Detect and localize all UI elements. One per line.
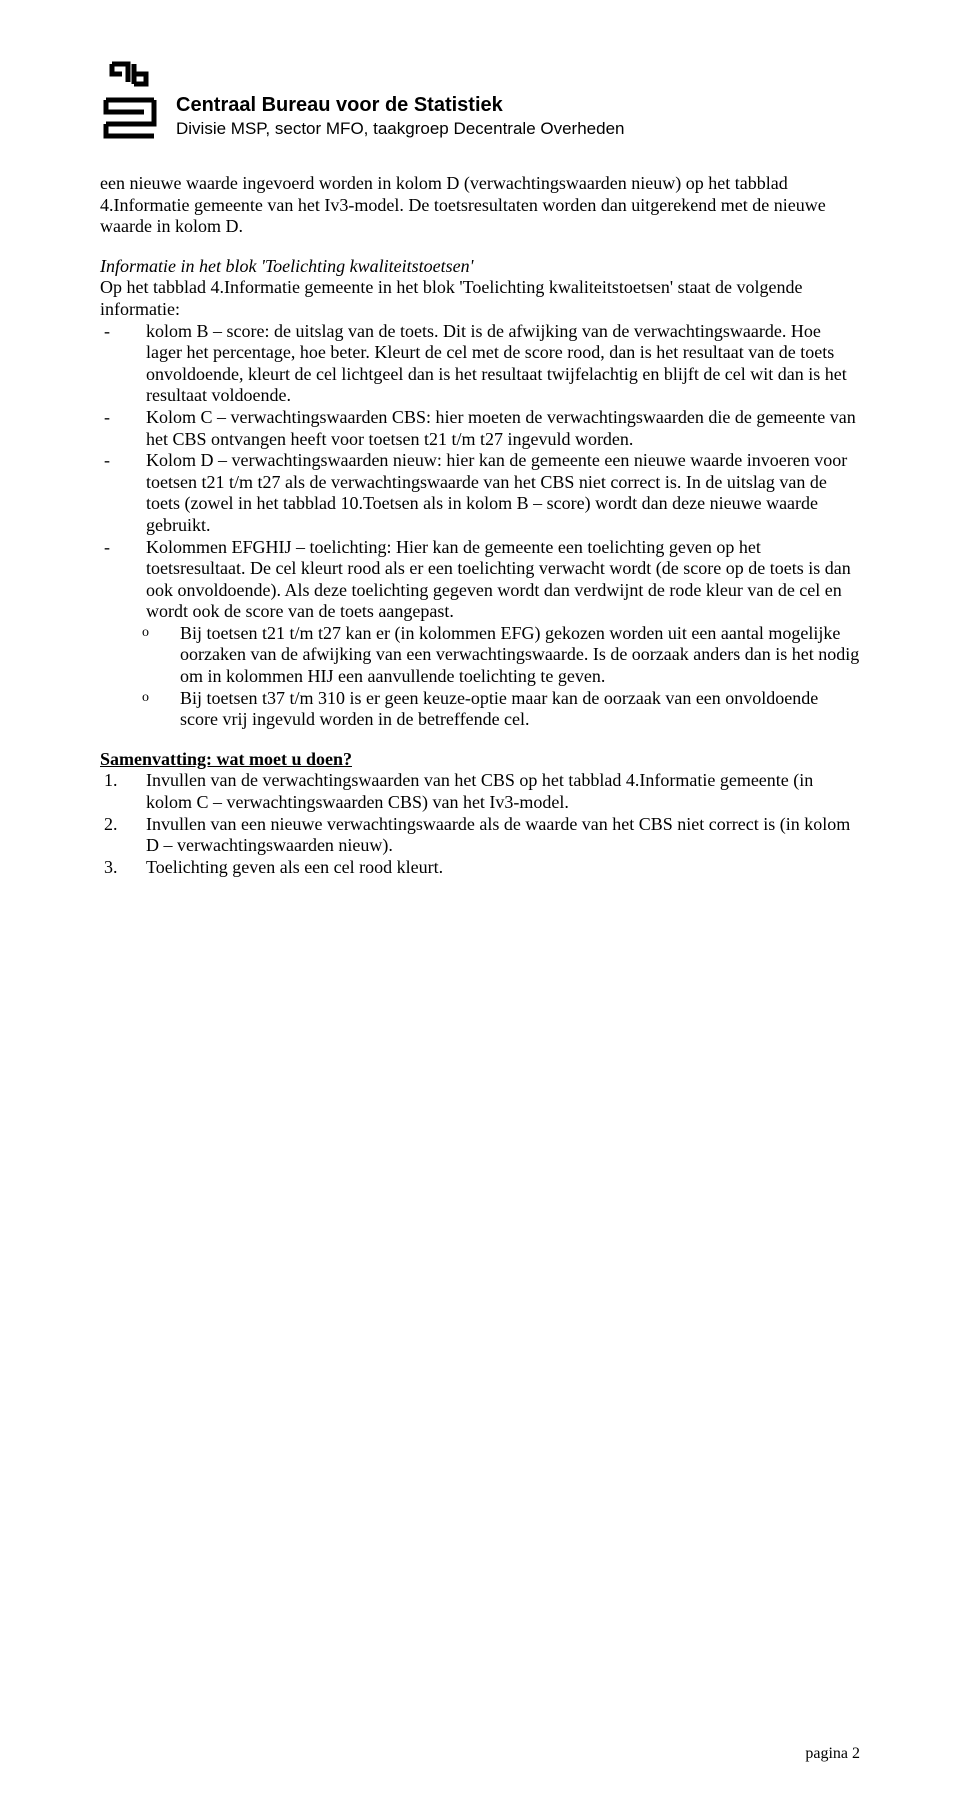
org-subtitle: Divisie MSP, sector MFO, taakgroep Decen… bbox=[176, 119, 860, 139]
list-item-text: Invullen van de verwachtingswaarden van … bbox=[146, 770, 860, 813]
list-item-text: Toelichting geven als een cel rood kleur… bbox=[146, 857, 860, 879]
list-item: - Kolommen EFGHIJ – toelichting: Hier ka… bbox=[100, 537, 860, 623]
header-text: Centraal Bureau voor de Statistiek Divis… bbox=[176, 60, 860, 139]
circle-bullet-icon: o bbox=[142, 623, 180, 688]
sub-list-item: o Bij toetsen t21 t/m t27 kan er (in kol… bbox=[100, 623, 860, 688]
summary-heading: Samenvatting: wat moet u doen? bbox=[100, 749, 860, 771]
list-item-text: Kolom D – verwachtingswaarden nieuw: hie… bbox=[146, 450, 860, 536]
sub-list-item-text: Bij toetsen t37 t/m 310 is er geen keuze… bbox=[180, 688, 860, 731]
circle-bullet-icon: o bbox=[142, 688, 180, 731]
dash-bullet-icon: - bbox=[100, 450, 146, 536]
document-header: Centraal Bureau voor de Statistiek Divis… bbox=[100, 60, 860, 145]
page-footer: pagina 2 bbox=[805, 1745, 860, 1763]
list-item-text: Invullen van een nieuwe verwachtingswaar… bbox=[146, 814, 860, 857]
main-dash-list: - kolom B – score: de uitslag van de toe… bbox=[100, 321, 860, 731]
number-bullet: 1. bbox=[100, 770, 146, 813]
number-bullet: 3. bbox=[100, 857, 146, 879]
list-item: 1. Invullen van de verwachtingswaarden v… bbox=[100, 770, 860, 813]
list-item: - Kolom C – verwachtingswaarden CBS: hie… bbox=[100, 407, 860, 450]
list-item: - Kolom D – verwachtingswaarden nieuw: h… bbox=[100, 450, 860, 536]
cbs-logo-icon bbox=[100, 60, 160, 145]
summary-numbered-list: 1. Invullen van de verwachtingswaarden v… bbox=[100, 770, 860, 878]
list-item-text: Kolommen EFGHIJ – toelichting: Hier kan … bbox=[146, 537, 860, 623]
dash-bullet-icon: - bbox=[100, 321, 146, 407]
list-item: 3. Toelichting geven als een cel rood kl… bbox=[100, 857, 860, 879]
document-body: een nieuwe waarde ingevoerd worden in ko… bbox=[100, 173, 860, 878]
org-title: Centraal Bureau voor de Statistiek bbox=[176, 94, 860, 117]
list-item-text: kolom B – score: de uitslag van de toets… bbox=[146, 321, 860, 407]
list-item: - kolom B – score: de uitslag van de toe… bbox=[100, 321, 860, 407]
page: Centraal Bureau voor de Statistiek Divis… bbox=[0, 0, 960, 1803]
number-bullet: 2. bbox=[100, 814, 146, 857]
dash-bullet-icon: - bbox=[100, 537, 146, 623]
sub-list-item: o Bij toetsen t37 t/m 310 is er geen keu… bbox=[100, 688, 860, 731]
list-item-text: Kolom C – verwachtingswaarden CBS: hier … bbox=[146, 407, 860, 450]
section-lead-in: Op het tabblad 4.Informatie gemeente in … bbox=[100, 277, 860, 320]
page-number: pagina 2 bbox=[805, 1745, 860, 1762]
list-item: 2. Invullen van een nieuwe verwachtingsw… bbox=[100, 814, 860, 857]
sub-list-item-text: Bij toetsen t21 t/m t27 kan er (in kolom… bbox=[180, 623, 860, 688]
dash-bullet-icon: - bbox=[100, 407, 146, 450]
section-italic-heading: Informatie in het blok 'Toelichting kwal… bbox=[100, 256, 860, 278]
intro-paragraph: een nieuwe waarde ingevoerd worden in ko… bbox=[100, 173, 860, 238]
